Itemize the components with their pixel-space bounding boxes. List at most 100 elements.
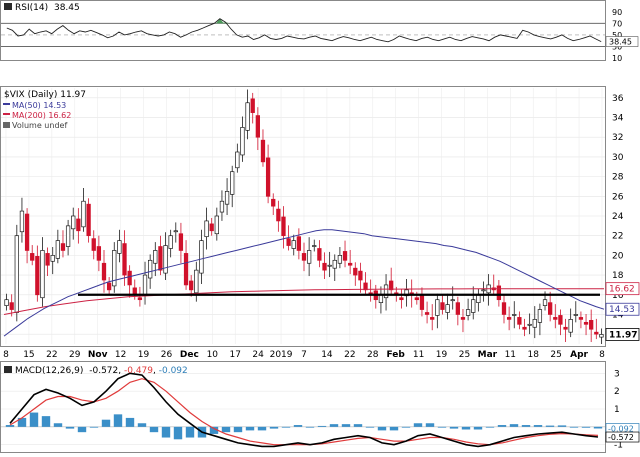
price-candle-body [501,302,507,315]
price-candle-body [137,297,143,301]
macd-hist-bar [389,426,399,431]
macd-hist-bar [149,426,159,433]
price-candle-body [194,269,199,294]
x-axis-label: 26 [161,350,173,360]
price-ytick-label: 36 [612,94,624,104]
price-candle-body [317,248,322,261]
price-candle-body [106,282,112,291]
macd-hist-bar [125,417,135,427]
price-candle-body [35,256,40,296]
price-candle-body [112,250,117,287]
macd-ytick-label: 2 [614,387,620,397]
x-axis-label: Mar [478,350,498,360]
rsi-ytick-label: 30 [612,42,622,51]
price-candle-body [322,262,327,271]
price-candle-body [455,302,460,315]
price-candle-body [353,267,358,276]
macd-hist-bar [401,426,411,428]
macd-hist-bar [209,426,219,434]
macd-hist-bar [17,417,27,427]
macd-hist-bar [101,419,111,427]
price-candle-body [342,251,348,261]
macd-hist-bar [185,426,195,438]
price-candle-body [173,230,178,233]
ma200-line [3,288,604,315]
rsi-label-name: RSI(14) [15,3,48,13]
macd-hist-bar [137,423,147,427]
price-candle-body [9,302,14,310]
price-candle-body [399,297,404,301]
rsi-overbought-fill [215,18,224,24]
macd-legend: MACD(12,26,9) -0.572, -0.479, -0.092 [4,366,188,376]
price-candle-body [127,270,132,286]
macd-hist-bar [545,425,555,427]
rsi-line [6,18,602,43]
price-ytick-label: 20 [612,251,624,261]
macd-hist-bar [509,424,519,427]
price-candle-body [163,245,168,274]
price-candle-body [460,317,466,320]
price-candle-body [332,259,337,269]
ma200-legend-label: MA(200) 16.62 [12,111,71,120]
price-ytick-label: 24 [612,212,624,222]
macd-hist-bar [473,426,483,430]
price-ytick-label: 16 [612,291,624,301]
macd-hist-bar [557,425,567,427]
price-candle-body [358,270,363,281]
macd-hist-bar [449,426,459,429]
x-axis-label: 17 [230,350,241,360]
rsi-ytick-label: 90 [612,8,622,17]
x-axis-label: 8 [3,350,9,360]
price-candle-body [389,280,394,291]
price-candle-body [245,102,250,131]
price-candle-body [363,282,368,291]
x-axis-label: 12 [115,350,126,360]
price-candle-body [81,200,86,228]
x-axis-label: 8 [599,350,605,360]
price-legend: $VIX (Daily) 11.97 MA(50) 14.53 MA(200) … [3,90,86,130]
price-candle-body [117,240,122,254]
price-candle-body [199,240,204,274]
macd-label-macd: -0.572 [89,366,118,376]
price-candle-body [378,294,384,303]
price-candle-body [291,240,296,249]
rsi-label-value: 38.45 [54,3,80,13]
price-value-tag [605,302,640,316]
macd-hist-bar [569,426,579,428]
macd-hist-bar [257,426,267,431]
price-candle-body [563,326,568,330]
price-ytick-label: 22 [612,232,623,242]
macd-hist-bar [425,423,435,427]
price-candle-body [183,253,189,286]
price-candle-body [250,98,255,113]
price-candle-body [153,250,158,264]
rsi-legend-swatch [4,3,12,10]
price-ytick-label: 34 [612,114,624,124]
price-value-tag-text: 14.53 [609,305,635,315]
price-candle-body [240,127,245,156]
volume-legend-swatch [3,122,10,128]
price-value-tag-text: 16.62 [609,285,635,295]
macd-hist-bar [305,426,315,428]
price-candle-body [14,235,19,313]
macd-hist-bar [593,426,603,429]
x-axis-label: 28 [367,350,379,360]
macd-ytick-label: -1 [614,441,623,451]
price-candle-body [578,317,584,320]
macd-hist-bar [221,426,231,433]
price-candle-body [214,215,219,235]
price-candle-body [583,321,589,325]
price-candle-body [306,250,312,264]
price-ytick-label: 32 [612,133,623,143]
price-candle-body [19,210,25,233]
price-layer: 36 34 32 30 28 26 24 22 20 18 16 14 12 16.62 14.53 11.9… [1,88,640,360]
price-candle-body [50,255,55,262]
x-axis-label: 7 [301,350,307,360]
macd-panel-frame [0,361,606,453]
rsi-ytick-label: 50 [612,31,622,40]
rsi-layer: 90 70 50 30 10 38.45 [1,8,639,63]
svg-text:RSI(14) 38.45: RSI(14) 38.45 [15,3,80,13]
price-candle-body [496,285,502,301]
price-candle-body [435,299,440,316]
price-candle-body [383,284,389,299]
